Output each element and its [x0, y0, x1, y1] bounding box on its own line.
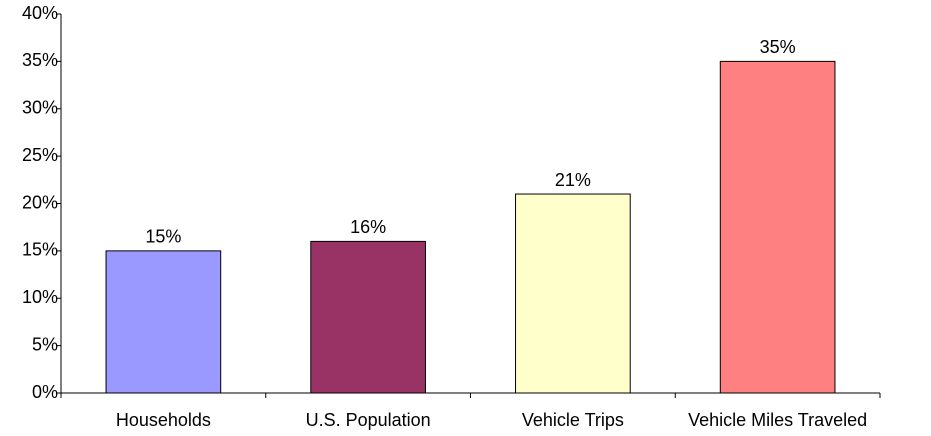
data-label: 21% [555, 170, 591, 190]
data-label: 16% [350, 217, 386, 237]
y-tick-label: 5% [32, 334, 58, 354]
y-tick-label: 0% [32, 382, 58, 402]
y-tick-label: 20% [22, 192, 58, 212]
bar [719, 60, 836, 394]
data-label: 35% [760, 37, 796, 57]
bar [310, 240, 426, 394]
y-tick-label: 10% [22, 287, 58, 307]
y-tick-label: 40% [22, 3, 58, 23]
y-tick-label: 15% [22, 240, 58, 260]
x-tick-label: Vehicle Miles Traveled [688, 410, 867, 430]
y-tick-label: 30% [22, 98, 58, 118]
x-tick-label: U.S. Population [306, 410, 431, 430]
x-tick-label: Vehicle Trips [522, 410, 624, 430]
bar [515, 193, 631, 394]
data-label: 15% [145, 227, 181, 247]
bar [105, 250, 222, 394]
y-tick-label: 25% [22, 145, 58, 165]
y-tick-label: 35% [22, 50, 58, 70]
x-tick-label: Households [116, 410, 211, 430]
